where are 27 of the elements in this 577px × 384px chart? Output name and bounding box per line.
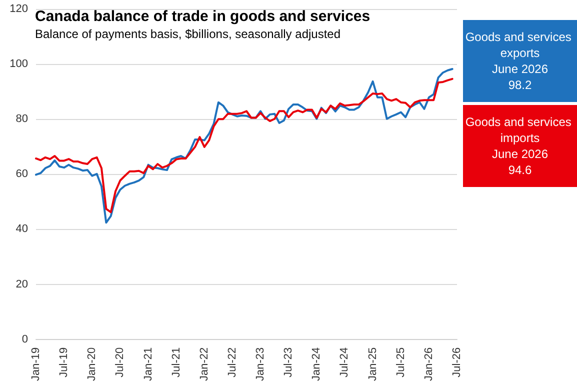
x-tick-label: Jul-21 <box>170 347 182 378</box>
x-tick-label: Jul-20 <box>114 347 126 378</box>
x-tick-label: Jan-19 <box>30 347 42 382</box>
y-tick-label: 80 <box>16 113 28 126</box>
y-tick-label: 20 <box>16 278 28 290</box>
x-tick-label: Jan-21 <box>142 347 154 382</box>
y-tick-label: 120 <box>10 3 28 15</box>
x-tick-label: Jan-24 <box>310 347 323 382</box>
x-tick-label: Jul-19 <box>58 347 70 378</box>
text: Goods and services exports June 2026 98.2 <box>465 30 575 92</box>
x-tick-label: Jan-22 <box>198 347 210 382</box>
y-tick-label: 60 <box>16 168 28 180</box>
x-tick-label: Jan-23 <box>254 347 267 382</box>
x-tick-label: Jul-24 <box>338 347 351 378</box>
text: Balance of payments basis, $billions, seasonally adjusted <box>35 27 341 41</box>
x-tick-label: Jul-22 <box>226 347 238 378</box>
x-tick-label: Jul-25 <box>394 347 407 378</box>
x-tick-label: Jul-23 <box>282 347 295 378</box>
x-tick-label: Jan-20 <box>86 347 98 382</box>
y-tick-label: 40 <box>16 223 28 236</box>
x-tick-label: Jul-26 <box>451 347 463 378</box>
x-tick-label: Jan-26 <box>422 347 435 382</box>
text: Goods and services imports June 2026 94.6 <box>465 115 575 177</box>
x-tick-label: Jan-25 <box>366 347 379 382</box>
y-tick-label: 100 <box>10 58 28 70</box>
y-tick-label: 0 <box>22 333 28 346</box>
chart-title: Canada balance of trade in goods and services <box>35 8 370 25</box>
